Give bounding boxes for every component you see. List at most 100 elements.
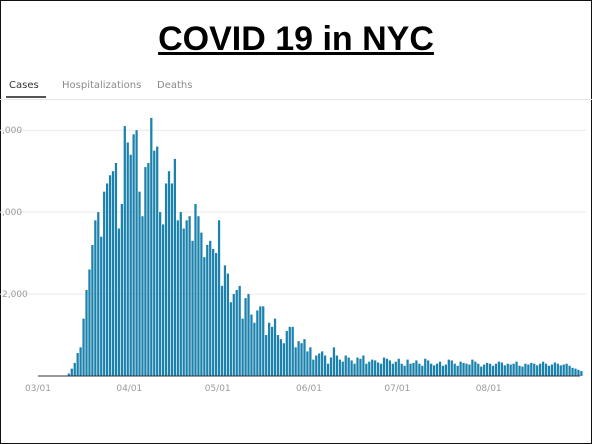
bar: [94, 220, 97, 376]
bar: [483, 364, 486, 376]
gridlines: [0, 129, 586, 295]
bar: [541, 361, 545, 376]
tab-hospitalizations[interactable]: Hospitalizations: [62, 80, 142, 91]
bar: [217, 220, 221, 376]
bar: [544, 363, 548, 376]
x-tick-labels: 03/01 04/01 05/01 06/01 07/01 08/01: [25, 384, 502, 394]
bar: [126, 142, 129, 376]
bar: [403, 365, 406, 376]
bar: [574, 368, 577, 376]
x-tick-label: 08/01: [476, 384, 502, 394]
bar: [462, 362, 465, 376]
bar: [450, 360, 453, 376]
bar: [288, 326, 291, 376]
bar: [70, 368, 73, 376]
tab-cases[interactable]: Cases: [9, 80, 39, 91]
bar: [185, 220, 188, 376]
page-title: COVID 19 in NYC: [158, 20, 434, 58]
bar: [235, 289, 238, 376]
bar: [73, 362, 76, 376]
bar: [533, 363, 536, 376]
bar: [409, 363, 412, 376]
bar: [141, 216, 144, 376]
bar: [497, 361, 501, 376]
bar: [214, 253, 218, 376]
bar: [167, 171, 171, 376]
bar: [350, 360, 353, 376]
bar: [191, 240, 194, 376]
bar: [117, 228, 121, 376]
bar: [365, 363, 368, 376]
bar: [309, 347, 312, 376]
bar: [438, 361, 442, 376]
bar: [312, 359, 315, 376]
bar: [556, 363, 559, 376]
bar: [259, 306, 262, 376]
bar: [518, 365, 521, 376]
bar: [580, 371, 583, 376]
bar: [341, 361, 344, 376]
bar: [388, 360, 392, 376]
y-tick-label: ,000: [2, 208, 22, 218]
bar: [153, 150, 156, 376]
bar: [468, 364, 471, 376]
bar: [474, 361, 477, 376]
x-tick-label: 05/01: [205, 384, 231, 394]
bar: [515, 361, 518, 376]
bar: [138, 191, 141, 376]
bar: [144, 167, 147, 376]
bar: [159, 212, 162, 376]
bar: [412, 362, 415, 376]
bar: [156, 146, 159, 376]
bar: [250, 314, 253, 376]
bar: [568, 365, 571, 376]
y-tick-label: 2,000: [2, 290, 28, 300]
bar: [335, 355, 339, 376]
bar: [182, 228, 185, 376]
bar: [253, 322, 256, 376]
bar: [512, 363, 515, 376]
bar: [527, 364, 530, 376]
active-tab-indicator: [6, 96, 46, 98]
bar: [344, 355, 347, 376]
bar: [480, 366, 483, 376]
bar: [353, 363, 356, 376]
bar: [503, 365, 506, 376]
bar: [453, 363, 456, 376]
bar: [206, 244, 209, 376]
bar: [97, 212, 100, 376]
bar: [391, 363, 394, 376]
bar: [400, 363, 403, 376]
bar: [441, 365, 445, 376]
x-tick-label: 07/01: [384, 384, 410, 394]
bar: [397, 358, 400, 376]
bar: [297, 341, 300, 376]
bar: [279, 339, 283, 376]
bar: [530, 362, 533, 376]
bar: [374, 360, 377, 376]
bar: [76, 353, 79, 376]
bar: [241, 318, 244, 376]
bar: [559, 365, 562, 376]
bar: [88, 269, 91, 376]
bar: [536, 365, 539, 376]
bar: [203, 257, 206, 376]
bar: [315, 355, 318, 376]
bar: [200, 232, 203, 376]
bar: [368, 361, 371, 376]
bar: [270, 326, 274, 376]
bar: [329, 357, 333, 376]
bar: [323, 355, 327, 376]
bar: [456, 365, 459, 376]
bar: [427, 360, 430, 376]
y-tick-label: ,000: [2, 126, 22, 136]
bar: [506, 363, 509, 376]
bar: [424, 358, 427, 376]
bar: [326, 363, 330, 376]
bar: [85, 289, 88, 376]
tab-deaths[interactable]: Deaths: [157, 80, 193, 91]
bar: [229, 302, 232, 376]
bar: [539, 363, 542, 376]
bar: [256, 310, 259, 376]
